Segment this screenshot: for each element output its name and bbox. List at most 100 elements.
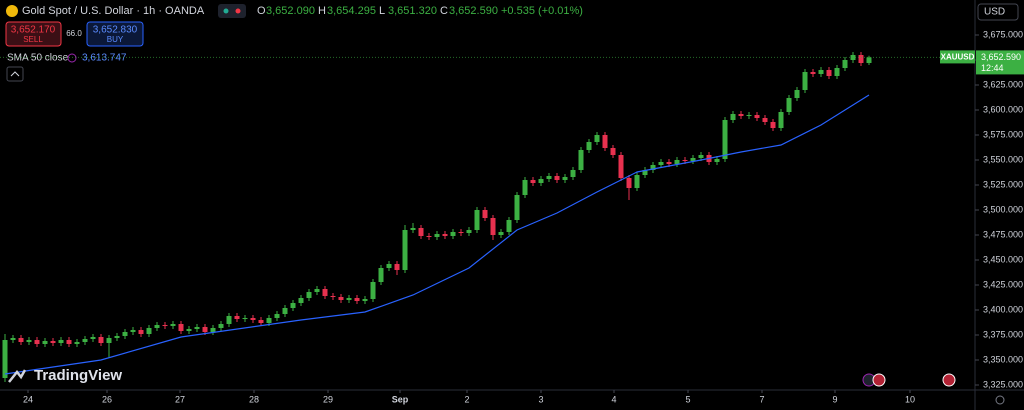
candle-body — [394, 264, 400, 270]
candle-body — [842, 60, 848, 68]
candle-body — [810, 72, 816, 74]
candle — [2, 334, 8, 382]
x-tick-label: 26 — [102, 394, 112, 404]
candle-body — [130, 330, 136, 332]
logo: TradingView — [34, 367, 122, 384]
candle-body — [762, 118, 768, 122]
candle — [82, 336, 88, 345]
sell-label[interactable]: SELL — [23, 35, 43, 44]
y-tick-label: 3,450.000 — [983, 254, 1023, 264]
settings-icon[interactable] — [995, 395, 1005, 405]
ohlc-value: 3,652.090 — [266, 5, 315, 17]
candle-body — [154, 325, 160, 328]
plot-area — [2, 52, 872, 382]
candle — [818, 67, 824, 77]
candle — [50, 338, 56, 346]
sell-button[interactable] — [5, 21, 62, 47]
candle — [522, 177, 528, 198]
candle-body — [2, 340, 8, 378]
candle — [330, 293, 336, 300]
buy-label[interactable]: BUY — [107, 35, 124, 44]
candle-body — [474, 210, 480, 230]
y-tick-label: 3,500.000 — [983, 204, 1023, 214]
currency[interactable]: USD — [984, 7, 1005, 18]
candle — [746, 112, 752, 119]
event-icon[interactable] — [942, 373, 956, 387]
candle — [338, 294, 344, 303]
candle — [346, 295, 352, 303]
status-dot — [235, 8, 241, 14]
buy-button[interactable] — [86, 21, 144, 47]
candle-body — [538, 179, 544, 183]
buy-price[interactable]: 3,652.830 — [93, 25, 138, 36]
candle — [658, 159, 664, 168]
symbol-tag-label: XAUUSD — [941, 53, 975, 62]
candle — [186, 326, 192, 334]
ohlc-key: O — [257, 5, 266, 17]
candle-body — [826, 70, 832, 76]
candle — [298, 295, 304, 306]
candle — [554, 173, 560, 183]
candle-body — [370, 282, 376, 299]
candle — [162, 322, 168, 329]
candle — [538, 176, 544, 186]
x-tick-label: 5 — [685, 394, 690, 404]
candle — [610, 145, 616, 158]
candle — [274, 311, 280, 321]
candle — [570, 167, 576, 180]
candle — [722, 117, 728, 162]
candle-body — [58, 340, 64, 343]
candle-body — [338, 297, 344, 300]
ohlc-value: 3,652.590 — [449, 5, 498, 17]
candle — [42, 338, 48, 347]
candle-body — [866, 57, 872, 63]
candle-body — [410, 228, 416, 230]
y-tick-label: 3,325.000 — [983, 379, 1023, 389]
x-tick-label: 24 — [23, 394, 33, 404]
candle-body — [442, 234, 448, 236]
candle-body — [242, 318, 248, 319]
candle-body — [162, 325, 168, 326]
candle — [650, 162, 656, 173]
ohlc-change: +0.535 (+0.01%) — [501, 5, 583, 17]
candle — [402, 225, 408, 273]
sell-price[interactable]: 3,652.170 — [11, 25, 56, 36]
candle — [354, 295, 360, 304]
collapse-button[interactable] — [6, 66, 24, 82]
candle-body — [634, 175, 640, 188]
collapse-icon[interactable] — [10, 71, 20, 77]
candle — [434, 231, 440, 240]
candle — [458, 229, 464, 236]
candle — [378, 265, 384, 285]
candle-body — [354, 298, 360, 301]
candle-body — [722, 120, 728, 159]
candle — [842, 57, 848, 71]
candle — [618, 152, 624, 181]
x-tick-label: 9 — [832, 394, 837, 404]
candle-body — [98, 337, 104, 343]
candle — [858, 52, 864, 66]
currency-select[interactable] — [977, 3, 1019, 21]
candle — [770, 119, 776, 131]
x-tick-label: 27 — [175, 394, 185, 404]
candle — [58, 337, 64, 346]
y-tick-label: 3,675.000 — [983, 29, 1023, 39]
candle — [738, 111, 744, 119]
candle-body — [834, 68, 840, 76]
candle-body — [618, 155, 624, 178]
candle-body — [498, 232, 504, 235]
candle-body — [850, 55, 856, 60]
candle — [362, 296, 368, 304]
candle — [762, 115, 768, 125]
event-icon[interactable] — [872, 373, 886, 387]
candle — [866, 55, 872, 65]
candle-body — [770, 122, 776, 128]
ohlc-value: 3,651.320 — [388, 5, 437, 17]
logo-icon — [8, 369, 27, 383]
candle-body — [650, 165, 656, 170]
candle — [90, 334, 96, 342]
candle-body — [378, 268, 384, 282]
x-tick-label: 4 — [611, 394, 616, 404]
candle — [714, 156, 720, 165]
y-tick-label: 3,375.000 — [983, 329, 1023, 339]
